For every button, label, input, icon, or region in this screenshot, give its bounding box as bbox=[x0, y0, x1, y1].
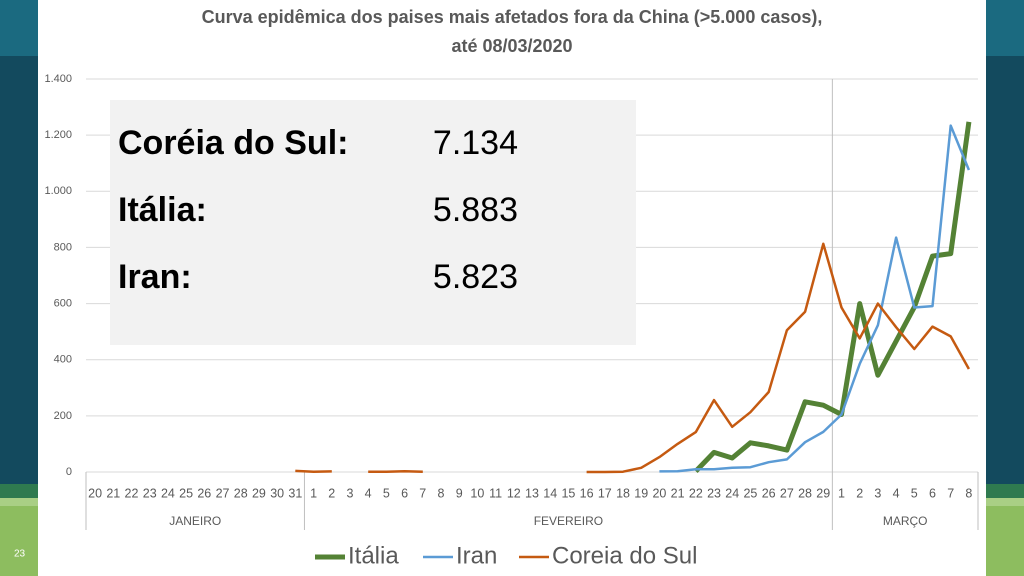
x-tick-label: 1 bbox=[310, 486, 317, 500]
y-tick-label: 1.000 bbox=[44, 185, 72, 197]
x-tick-label: 11 bbox=[489, 486, 502, 500]
x-tick-label: 3 bbox=[874, 486, 881, 500]
y-tick-label: 0 bbox=[66, 466, 72, 478]
chart-title: Curva epidêmica dos paises mais afetados… bbox=[202, 7, 823, 27]
x-tick-label: 16 bbox=[580, 486, 594, 500]
x-tick-label: 31 bbox=[288, 486, 302, 500]
group-label: MARÇO bbox=[883, 514, 928, 528]
x-tick-label: 18 bbox=[616, 486, 630, 500]
series-line bbox=[659, 124, 971, 473]
right-band bbox=[986, 0, 1024, 576]
series-line bbox=[694, 121, 972, 473]
x-tick-label: 4 bbox=[893, 486, 900, 500]
x-tick-label: 29 bbox=[252, 486, 266, 500]
x-tick-label: 12 bbox=[507, 486, 521, 500]
y-tick-label: 1.200 bbox=[44, 129, 72, 141]
slide-number: 23 bbox=[14, 549, 26, 560]
x-tick-label: 19 bbox=[634, 486, 648, 500]
x-tick-label: 13 bbox=[525, 486, 539, 500]
y-tick-label: 600 bbox=[54, 297, 72, 309]
inset-label: Coréia do Sul: bbox=[118, 124, 348, 162]
legend-label: Iran bbox=[456, 542, 497, 569]
x-tick-label: 27 bbox=[216, 486, 230, 500]
x-tick-label: 5 bbox=[383, 486, 390, 500]
y-tick-label: 400 bbox=[54, 354, 72, 366]
x-tick-label: 21 bbox=[106, 486, 120, 500]
x-tick-label: 23 bbox=[143, 486, 157, 500]
x-tick-label: 25 bbox=[743, 486, 757, 500]
x-tick-label: 9 bbox=[456, 486, 463, 500]
x-tick-label: 24 bbox=[161, 486, 175, 500]
legend-label: Coreia do Sul bbox=[552, 542, 697, 569]
x-tick-label: 3 bbox=[346, 486, 353, 500]
x-tick-label: 6 bbox=[401, 486, 408, 500]
inset-value: 5.883 bbox=[433, 191, 518, 229]
x-tick-label: 22 bbox=[689, 486, 703, 500]
x-tick-label: 1 bbox=[838, 486, 845, 500]
x-tick-label: 5 bbox=[911, 486, 918, 500]
x-tick-label: 23 bbox=[707, 486, 721, 500]
x-tick-label: 15 bbox=[561, 486, 575, 500]
left-band bbox=[0, 0, 38, 576]
series-line bbox=[295, 242, 970, 474]
x-tick-label: 28 bbox=[234, 486, 248, 500]
x-tick-label: 25 bbox=[179, 486, 193, 500]
x-tick-label: 21 bbox=[671, 486, 685, 500]
legend: Itália Iran Coreia do Sul bbox=[315, 542, 697, 569]
x-tick-label: 8 bbox=[965, 486, 972, 500]
inset-label: Iran: bbox=[118, 258, 192, 296]
x-tick-label: 26 bbox=[762, 486, 776, 500]
chart-title: até 08/03/2020 bbox=[451, 36, 572, 56]
x-tick-label: 7 bbox=[419, 486, 426, 500]
x-tick-label: 8 bbox=[438, 486, 445, 500]
legend-label: Itália bbox=[348, 542, 399, 569]
x-tick-label: 27 bbox=[780, 486, 794, 500]
x-tick-label: 10 bbox=[470, 486, 484, 500]
x-tick-label: 14 bbox=[543, 486, 557, 500]
x-tick-label: 29 bbox=[816, 486, 830, 500]
x-tick-label: 30 bbox=[270, 486, 284, 500]
x-tick-label: 26 bbox=[197, 486, 211, 500]
x-tick-label: 20 bbox=[652, 486, 666, 500]
x-tick-label: 24 bbox=[725, 486, 739, 500]
x-tick-label: 2 bbox=[856, 486, 863, 500]
x-tick-label: 17 bbox=[598, 486, 612, 500]
inset-box: Coréia do Sul: 7.134 Itália: 5.883 Iran: 5.82… bbox=[110, 100, 636, 345]
x-tick-label: 4 bbox=[365, 486, 372, 500]
x-tick-label: 22 bbox=[125, 486, 139, 500]
y-tick-label: 1.400 bbox=[44, 73, 72, 85]
x-tick-label: 2 bbox=[328, 486, 335, 500]
group-label: FEVEREIRO bbox=[534, 514, 603, 528]
y-tick-label: 200 bbox=[54, 410, 72, 422]
group-label: JANEIRO bbox=[169, 514, 221, 528]
x-tick-label: 20 bbox=[88, 486, 102, 500]
y-tick-label: 800 bbox=[54, 241, 72, 253]
x-tick-label: 28 bbox=[798, 486, 812, 500]
x-tick-label: 6 bbox=[929, 486, 936, 500]
inset-value: 7.134 bbox=[433, 124, 518, 162]
x-tick-label: 7 bbox=[947, 486, 954, 500]
inset-label: Itália: bbox=[118, 191, 207, 229]
inset-value: 5.823 bbox=[433, 258, 518, 296]
